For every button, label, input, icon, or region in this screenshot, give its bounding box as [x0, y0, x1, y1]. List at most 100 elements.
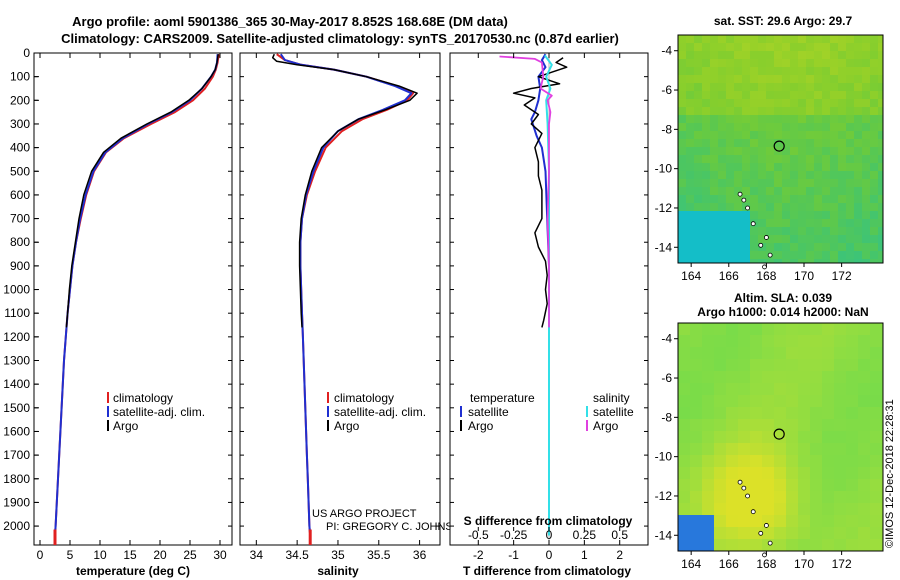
m1-map-cell [830, 259, 838, 263]
m1-map-cell [718, 75, 726, 83]
m1-map-cell [830, 227, 838, 235]
m2-map-cell [690, 371, 702, 383]
m1-map-cell [702, 179, 710, 187]
m1-map-cell [870, 155, 878, 163]
m1-map-cell [726, 155, 734, 163]
m1-map-cell [774, 139, 782, 147]
m1-map-cell [870, 131, 878, 139]
m2-map-cell [810, 479, 822, 491]
m2-map-cell [762, 467, 774, 479]
m1-map-cell [798, 259, 806, 263]
m1-map-cell [790, 43, 798, 51]
m2-map-cell [714, 419, 726, 431]
map-y-tick-label: -4 [661, 44, 672, 58]
m1-map-cell [870, 147, 878, 155]
m1-map-cell [742, 187, 750, 195]
m1-map-cell [702, 243, 710, 251]
m1-map-cell [702, 75, 710, 83]
m1-map-cell [742, 131, 750, 139]
s-tick-label: -0.25 [500, 528, 528, 542]
m1-map-cell [854, 115, 862, 123]
m2-map-cell [738, 419, 750, 431]
m1-map-cell [822, 99, 830, 107]
m1-map-cell [750, 211, 758, 219]
m1-map-cell [726, 203, 734, 211]
m1-map-cell [830, 203, 838, 211]
m1-map-cell [814, 203, 822, 211]
m1-map-cell [774, 187, 782, 195]
map-x-tick-label: 164 [681, 557, 701, 571]
m1-map-cell [702, 35, 710, 43]
y-tick-label: 400 [10, 141, 30, 155]
m1-map-cell [726, 35, 734, 43]
m2-map-cell [774, 539, 786, 551]
salinity-argo-line [271, 53, 418, 328]
m1-map-cell [726, 251, 734, 259]
m1-map-cell [774, 163, 782, 171]
map-y-tick-label: -10 [655, 450, 673, 464]
m2-map-cell [774, 527, 786, 539]
m1-map-cell [734, 227, 742, 235]
m1-map-cell [710, 219, 718, 227]
m2-map-cell [834, 455, 846, 467]
y-tick-label: 100 [10, 70, 30, 84]
m1-map-cell [854, 75, 862, 83]
m1-map-cell [766, 219, 774, 227]
m1-map-cell [806, 99, 814, 107]
m1-map-cell [718, 115, 726, 123]
m1-map-cell [814, 51, 822, 59]
m1-map-cell [710, 203, 718, 211]
salinity-axes-frame [239, 52, 441, 546]
map-y-tick-label: -8 [661, 410, 672, 424]
m1-map-cell [718, 131, 726, 139]
m1-map-cell [702, 91, 710, 99]
m2-map-cell [870, 515, 882, 527]
m1-map-cell [742, 123, 750, 131]
m2-map-cell [870, 371, 882, 383]
m1-map-cell [838, 259, 846, 263]
m1-map-cell [862, 259, 870, 263]
m1-map-cell [878, 131, 883, 139]
m1-map-cell [758, 75, 766, 83]
m1-map-cell [718, 235, 726, 243]
m2-map-cell [762, 419, 774, 431]
m1-map-cell [830, 155, 838, 163]
x-tick-label: 36 [413, 548, 427, 562]
m1-map-cell [718, 83, 726, 91]
m1-map-cell [758, 51, 766, 59]
sst-map-title: sat. SST: 29.6 Argo: 29.7 [714, 14, 853, 28]
island-marker [763, 523, 769, 528]
m1-map-cell [830, 211, 838, 219]
m2-map-cell [774, 515, 786, 527]
m1-map-cell [710, 155, 718, 163]
m2-map-cell [822, 323, 834, 335]
m1-map-cell [798, 243, 806, 251]
m1-map-cell [766, 43, 774, 51]
m1-map-cell [854, 211, 862, 219]
m1-map-cell [710, 91, 718, 99]
map-y-tick-label: -14 [655, 240, 673, 254]
m1-map-cell [686, 171, 694, 179]
m1-map-cell [806, 67, 814, 75]
m2-map-cell [726, 539, 738, 551]
m1-map-cell [878, 83, 883, 91]
m1-map-cell [806, 35, 814, 43]
m2-map-cell [870, 347, 882, 359]
m1-map-cell [846, 195, 854, 203]
m1-map-cell [734, 163, 742, 171]
m2-map-cell [858, 359, 870, 371]
m2-map-cell [822, 383, 834, 395]
m2-map-cell [762, 323, 774, 335]
m2-map-cell [726, 323, 738, 335]
m2-map-cell [798, 455, 810, 467]
m1-map-cell [686, 59, 694, 67]
m1-map-cell [718, 243, 726, 251]
s-diff-argo-line [499, 55, 553, 328]
m1-map-cell [830, 43, 838, 51]
m2-map-cell [810, 539, 822, 551]
m1-map-cell [694, 123, 702, 131]
m1-map-cell [878, 187, 883, 195]
m1-map-cell [710, 259, 718, 263]
m1-map-cell [862, 235, 870, 243]
m1-map-cell [854, 67, 862, 75]
